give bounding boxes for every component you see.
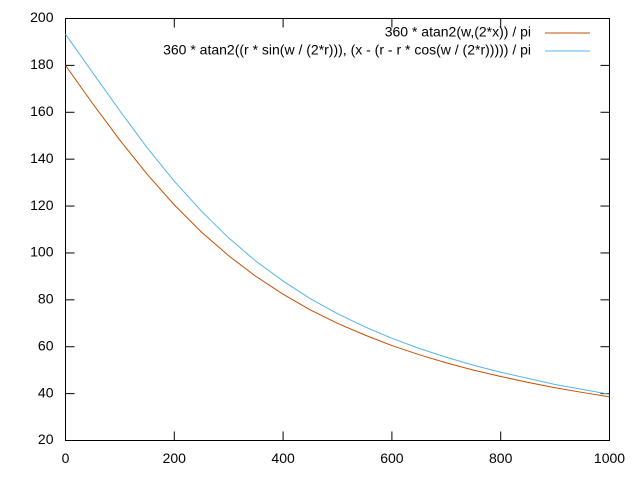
y-tick-label: 200 (30, 9, 54, 25)
y-tick-label: 20 (38, 431, 54, 447)
series-line (65, 65, 610, 398)
y-tick-label: 80 (38, 291, 54, 307)
y-tick-label: 60 (38, 337, 54, 353)
x-tick-label: 0 (62, 450, 70, 466)
series-line (65, 33, 610, 395)
legend-label: 360 * atan2(w,(2*x)) / pi (385, 24, 531, 40)
y-tick-label: 120 (30, 197, 54, 213)
y-tick-label: 140 (30, 150, 54, 166)
x-tick-label: 800 (489, 450, 513, 466)
x-tick-label: 1000 (594, 450, 625, 466)
y-tick-label: 160 (30, 103, 54, 119)
y-tick-label: 40 (38, 384, 54, 400)
legend-label: 360 * atan2((r * sin(w / (2*r))), (x - (… (163, 42, 531, 58)
x-tick-label: 200 (163, 450, 187, 466)
x-tick-label: 400 (271, 450, 295, 466)
y-tick-label: 180 (30, 56, 54, 72)
x-tick-label: 600 (380, 450, 404, 466)
plot-border (65, 18, 610, 441)
y-tick-label: 100 (30, 244, 54, 260)
